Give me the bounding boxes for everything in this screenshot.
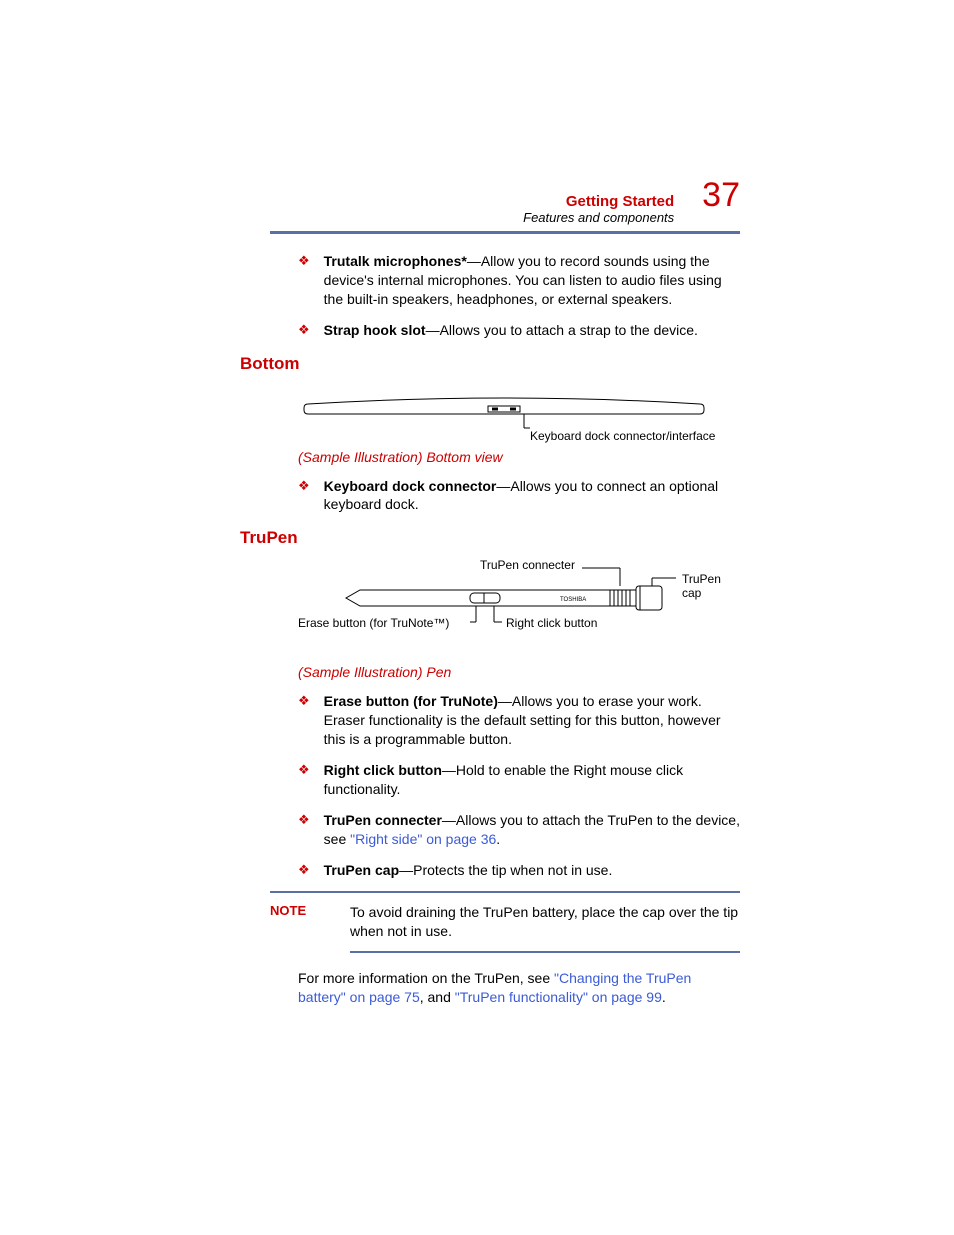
after-note-pre: For more information on the TruPen, see: [298, 970, 554, 986]
note-label: NOTE: [270, 903, 326, 918]
callout-right-click: Right click button: [506, 616, 597, 630]
chapter-title: Getting Started: [523, 193, 674, 210]
figure-trupen: TruPen connecter TruPen cap TOSHIBA: [270, 558, 740, 658]
bullet-text: TruPen cap—Protects the tip when not in …: [324, 861, 613, 880]
note-text: To avoid draining the TruPen battery, pl…: [350, 903, 740, 941]
page-number: 37: [702, 178, 740, 212]
header-rule: [270, 231, 740, 234]
diamond-bullet-icon: ❖: [298, 321, 310, 339]
bottom-bullet-list: ❖ Keyboard dock connector—Allows you to …: [298, 477, 740, 515]
after-note-post: .: [662, 989, 666, 1005]
section-heading-bottom: Bottom: [240, 354, 740, 374]
subsection-title: Features and components: [523, 210, 674, 225]
figure-caption-bottom: (Sample Illustration) Bottom view: [298, 449, 740, 465]
diamond-bullet-icon: ❖: [298, 252, 310, 270]
callout-dock-connector: Keyboard dock connector/interface: [530, 429, 740, 443]
note-block: NOTE To avoid draining the TruPen batter…: [270, 891, 740, 953]
bullet-text: Right click button—Hold to enable the Ri…: [324, 761, 740, 799]
trupen-bullet-list: ❖ Erase button (for TruNote)—Allows you …: [298, 692, 740, 879]
diamond-bullet-icon: ❖: [298, 811, 310, 829]
bullet-text: Trutalk microphones*—Allow you to record…: [324, 252, 740, 309]
page-content: Getting Started Features and components …: [240, 178, 740, 1007]
figure-caption-trupen: (Sample Illustration) Pen: [298, 664, 740, 680]
xref-trupen-functionality[interactable]: "TruPen functionality" on page 99: [455, 989, 662, 1005]
bullet-text: TruPen connecter—Allows you to attach th…: [324, 811, 740, 849]
trupen-diagram: TOSHIBA: [270, 566, 740, 646]
after-note-paragraph: For more information on the TruPen, see …: [298, 969, 740, 1007]
note-rule-bottom: [350, 951, 740, 953]
callout-erase-button: Erase button (for TruNote™): [298, 616, 449, 630]
list-item: ❖ Strap hook slot—Allows you to attach a…: [298, 321, 740, 340]
after-note-mid: , and: [420, 989, 455, 1005]
diamond-bullet-icon: ❖: [298, 477, 310, 495]
bullet-text: Erase button (for TruNote)—Allows you to…: [324, 692, 740, 749]
diamond-bullet-icon: ❖: [298, 761, 310, 779]
list-item: ❖ Trutalk microphones*—Allow you to reco…: [298, 252, 740, 309]
bullet-text: Strap hook slot—Allows you to attach a s…: [324, 321, 698, 340]
figure-bottom-view: Keyboard dock connector/interface: [298, 384, 740, 443]
list-item: ❖ TruPen connecter—Allows you to attach …: [298, 811, 740, 849]
section-heading-trupen: TruPen: [240, 528, 740, 548]
list-item: ❖ Erase button (for TruNote)—Allows you …: [298, 692, 740, 749]
svg-text:TOSHIBA: TOSHIBA: [560, 597, 586, 603]
diamond-bullet-icon: ❖: [298, 692, 310, 710]
list-item: ❖ TruPen cap—Protects the tip when not i…: [298, 861, 740, 880]
list-item: ❖ Keyboard dock connector—Allows you to …: [298, 477, 740, 515]
list-item: ❖ Right click button—Hold to enable the …: [298, 761, 740, 799]
diamond-bullet-icon: ❖: [298, 861, 310, 879]
bullet-text: Keyboard dock connector—Allows you to co…: [324, 477, 740, 515]
page-header: Getting Started Features and components …: [240, 178, 740, 225]
xref-right-side[interactable]: "Right side" on page 36: [350, 831, 496, 847]
top-bullet-list: ❖ Trutalk microphones*—Allow you to reco…: [298, 252, 740, 340]
